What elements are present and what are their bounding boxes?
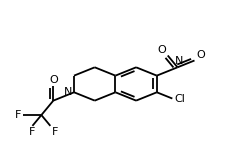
Text: O: O xyxy=(49,75,58,85)
Text: F: F xyxy=(52,128,58,137)
Text: Cl: Cl xyxy=(174,94,185,104)
Text: O: O xyxy=(196,50,205,60)
Text: O: O xyxy=(157,45,166,55)
Text: N: N xyxy=(174,56,183,66)
Text: F: F xyxy=(15,110,22,120)
Text: N: N xyxy=(64,87,72,97)
Text: F: F xyxy=(29,128,36,137)
